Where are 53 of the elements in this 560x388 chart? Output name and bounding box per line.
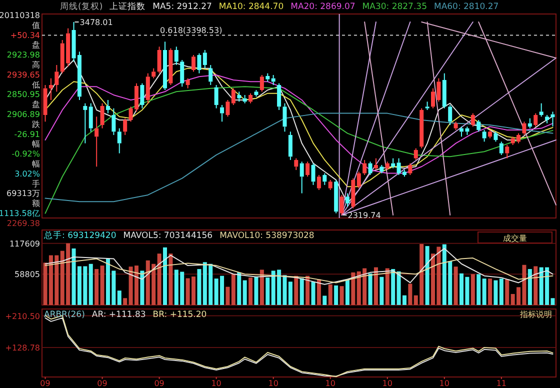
text: 1113.58亿 [0,209,40,218]
text: 2923.98 [6,50,40,60]
text: MA60: 2810.27 [434,2,499,12]
text: 幅 [32,160,40,168]
text: 盘 [32,40,40,50]
text: 值 [32,20,40,30]
text: 3.02% [14,169,40,178]
x-tick-label: 09 [40,379,50,388]
series-label: 总手: 693129420 [43,230,116,241]
x-tick-label: 10 [268,379,278,388]
text: -26.91 [14,130,40,139]
annotation: 2319.74 [348,211,381,220]
text: 跌 [32,120,40,129]
chart-title: 上证指数 [110,1,146,12]
ref-line-label: 0.618(3398.53) [160,26,222,36]
text: -0.92% [12,150,40,159]
x-tick-label: 10 [382,379,392,388]
x-tick-label: 09 [154,379,164,388]
x-tick-label: 10 [211,379,222,388]
text: 幅 [32,140,40,149]
y-tick-label: +210.50 [5,312,40,321]
text: 2269.38 [6,218,40,228]
y-tick-label: 58805 [14,270,40,280]
text: 高 [32,60,40,70]
x-tick-label: 09 [97,379,108,388]
text: 盘 [32,100,40,110]
text: MA30: 2827.35 [362,2,427,12]
y-tick-label: 117609 [9,239,40,248]
annotation: 成交量 [503,234,527,243]
text: 69313万 [6,189,40,198]
chart-title: ARBR(26) [44,310,85,320]
text: MAVOL10: 538973028 [220,231,314,241]
text: MAVOL5: 703144156 [123,231,213,241]
text: BR: +115.20 [152,310,207,320]
text: MA5: 2912.27 [152,2,212,12]
text: MA10: 2844.70 [218,2,284,12]
text: 低 [32,80,40,90]
y-tick-label: +128.78 [5,344,40,353]
text: 2850.95 [6,90,40,100]
text: 2939.65 [6,70,40,80]
x-tick-label: 11 [496,379,507,388]
annotation: 3478.01 [80,18,113,27]
x-tick-label: 10 [325,379,336,388]
chart-subtitle: 周线(复权) [60,1,103,12]
text: +50.34 [10,30,40,40]
text: 2906.89 [6,110,40,119]
text: 20110318 [0,11,40,20]
x-tick-label: 10 [439,379,450,388]
text: 额 [32,199,40,208]
text: AR: +111.83 [92,310,146,320]
text: MA20: 2869.07 [290,2,356,12]
annotation: 指标说明 [519,310,552,319]
text: 手 [32,179,40,188]
